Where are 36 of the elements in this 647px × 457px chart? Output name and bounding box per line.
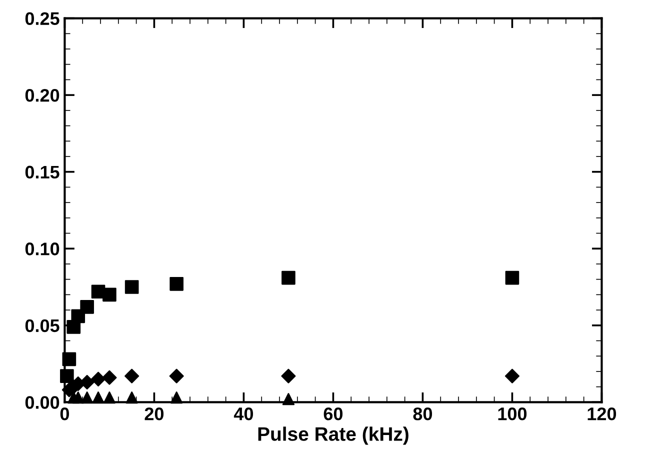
point [81, 391, 94, 404]
point [126, 391, 138, 404]
point [103, 391, 116, 404]
y-tick-label: 0.20 [25, 88, 60, 102]
point [60, 369, 74, 383]
x-tick-label: 0 [60, 408, 69, 420]
point [72, 391, 84, 404]
point [170, 391, 183, 404]
x-tick-label: 60 [324, 408, 343, 420]
x-axis-title: Pulse Rate (kHz) [258, 426, 408, 445]
point [169, 368, 184, 384]
point [62, 352, 76, 366]
y-tick-label: 0.00 [25, 396, 60, 409]
x-tick-label: 80 [413, 408, 432, 420]
point [170, 277, 184, 291]
x-tick-label: 20 [144, 408, 164, 420]
point [282, 393, 295, 406]
x-tick-label: 120 [588, 408, 616, 420]
y-tick-label: 0.15 [25, 166, 60, 179]
y-tick-label: 0.25 [25, 12, 60, 25]
y-tick-label: 0.10 [25, 242, 60, 256]
point [90, 372, 106, 386]
point [80, 374, 94, 390]
x-tick-label: 100 [498, 408, 527, 420]
y-tick-label: 0.05 [25, 319, 60, 332]
x-tick-label: 40 [234, 408, 254, 420]
point [124, 368, 140, 384]
point [102, 288, 116, 302]
point [80, 300, 94, 314]
point [102, 370, 117, 385]
point [282, 270, 296, 285]
point [505, 270, 520, 285]
point [124, 280, 139, 294]
point [92, 391, 104, 404]
point [281, 368, 296, 384]
point [504, 368, 520, 384]
